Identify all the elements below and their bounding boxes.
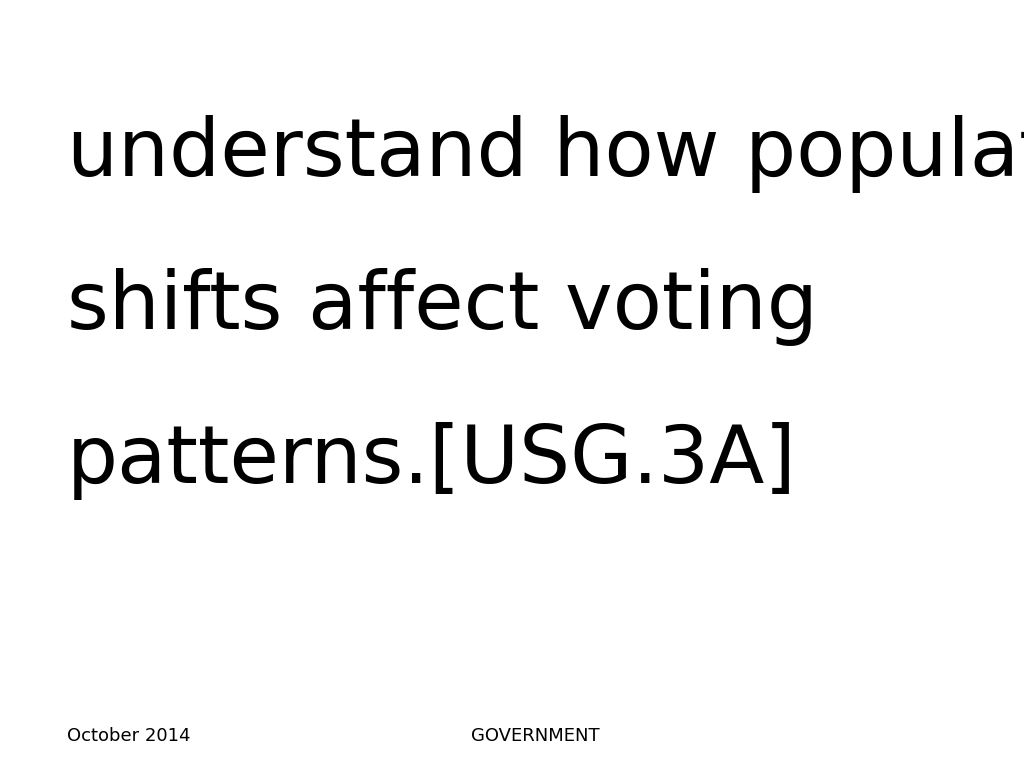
Text: shifts affect voting: shifts affect voting	[67, 268, 817, 346]
Text: GOVERNMENT: GOVERNMENT	[471, 727, 600, 745]
Text: patterns.[USG.3A]: patterns.[USG.3A]	[67, 422, 797, 500]
Text: understand how population: understand how population	[67, 114, 1024, 193]
Text: October 2014: October 2014	[67, 727, 190, 745]
